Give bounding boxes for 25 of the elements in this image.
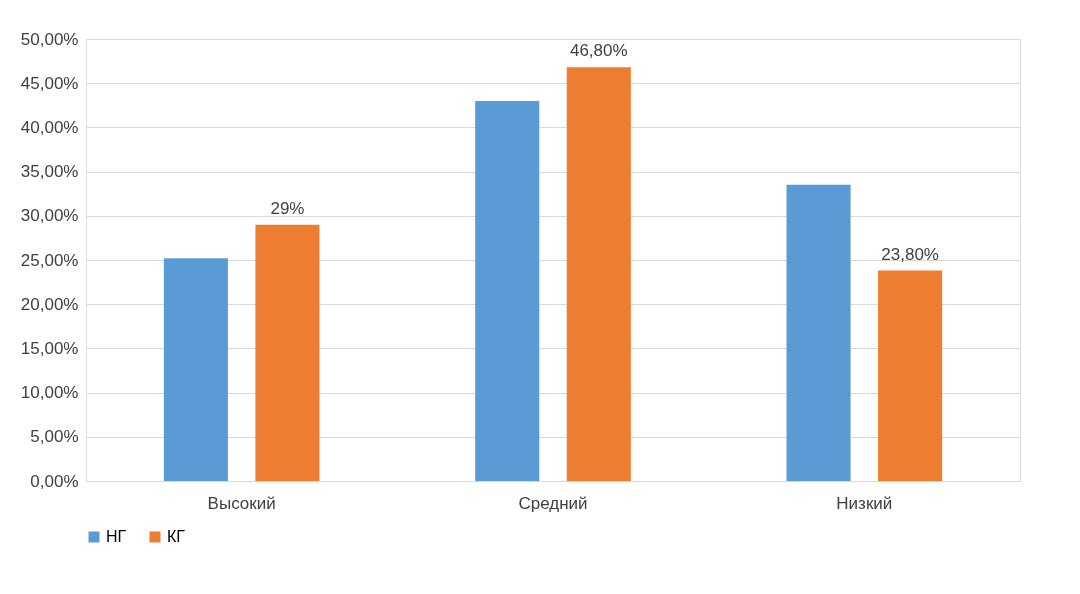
bar bbox=[255, 224, 320, 481]
y-tick-label: 0,00% bbox=[30, 471, 79, 491]
x-tick-label: Средний bbox=[518, 493, 588, 513]
y-tick-label: 10,00% bbox=[20, 383, 79, 403]
y-tick-label: 35,00% bbox=[20, 162, 79, 182]
x-tick-label: Низкий bbox=[836, 493, 893, 513]
y-tick-label: 45,00% bbox=[20, 73, 79, 93]
x-tick-label: Высокий bbox=[207, 493, 276, 513]
data-label: 46,80% bbox=[569, 41, 628, 61]
data-label: 29% bbox=[270, 198, 305, 218]
bar bbox=[475, 100, 540, 481]
y-tick-label: 50,00% bbox=[20, 29, 79, 49]
legend-label: НГ bbox=[106, 528, 127, 545]
bar bbox=[163, 258, 228, 481]
y-tick-label: 20,00% bbox=[20, 294, 79, 314]
y-tick-label: 5,00% bbox=[30, 427, 79, 447]
data-label: 23,80% bbox=[881, 244, 939, 264]
legend-label: КГ bbox=[167, 528, 186, 545]
y-tick-label: 30,00% bbox=[20, 206, 79, 226]
bar bbox=[566, 67, 631, 481]
bar bbox=[878, 270, 943, 481]
y-tick-label: 25,00% bbox=[20, 250, 79, 270]
bar bbox=[786, 184, 851, 481]
y-tick-label: 15,00% bbox=[20, 338, 79, 358]
y-tick-label: 40,00% bbox=[20, 117, 79, 137]
